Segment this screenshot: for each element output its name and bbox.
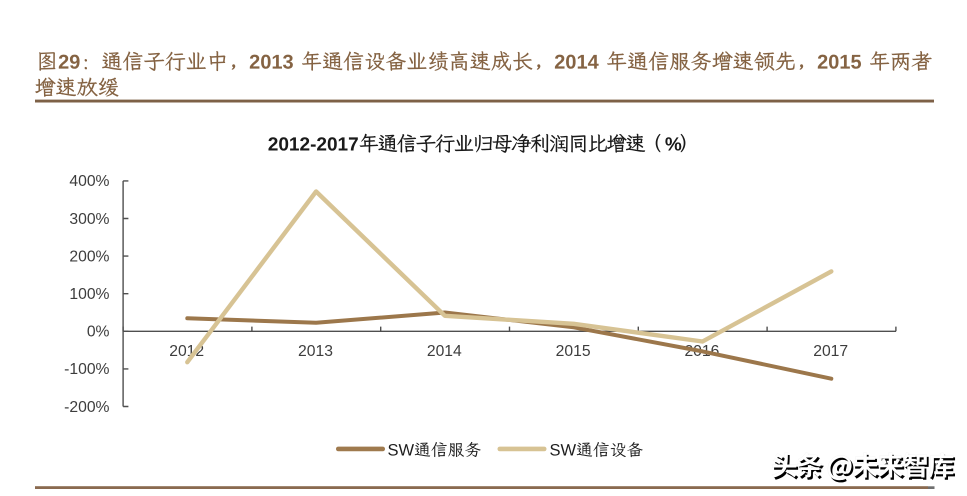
svg-text:2014: 2014	[427, 343, 462, 360]
svg-text:0%: 0%	[87, 324, 110, 341]
svg-text:200%: 200%	[69, 248, 109, 265]
svg-text:-100%: -100%	[64, 361, 109, 378]
svg-text:2017: 2017	[813, 343, 848, 360]
svg-text:-200%: -200%	[64, 399, 109, 416]
svg-text:100%: 100%	[69, 286, 109, 303]
svg-text:400%: 400%	[69, 173, 109, 190]
svg-text:300%: 300%	[69, 211, 109, 228]
svg-text:2013: 2013	[298, 343, 333, 360]
svg-text:2015: 2015	[556, 343, 591, 360]
svg-text:2012: 2012	[169, 343, 204, 360]
